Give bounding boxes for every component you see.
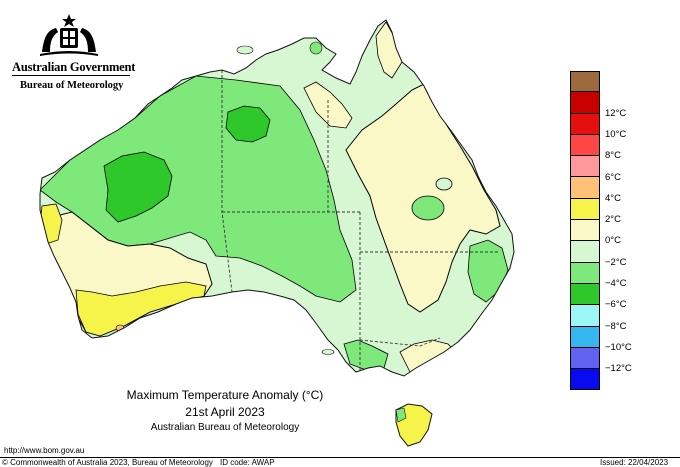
legend-swatch	[570, 134, 600, 157]
legend-swatch	[570, 156, 600, 178]
region-green-blob-east2	[435, 177, 453, 191]
map-source: Australian Bureau of Meteorology	[150, 422, 300, 433]
color-legend	[570, 71, 600, 391]
copyright-text: © Commonwealth of Australia 2023, Bureau…	[2, 458, 213, 467]
footer-divider	[0, 457, 680, 458]
government-title: Australian Government	[12, 60, 136, 74]
legend-swatch	[570, 198, 600, 221]
legend-label: 0°C	[605, 235, 621, 247]
legend-label: −2°C	[605, 256, 627, 268]
map-title: Maximum Temperature Anomaly (°C)	[126, 388, 324, 402]
legend-label: 2°C	[605, 214, 621, 226]
bom-url-link[interactable]: http://www.bom.gov.au	[4, 446, 85, 455]
legend-swatch	[570, 71, 600, 93]
island-groote	[309, 41, 323, 55]
map-date: 21st April 2023	[185, 405, 265, 419]
legend-swatch	[570, 177, 600, 199]
legend-label: 10°C	[605, 128, 627, 140]
legend-swatch	[570, 113, 600, 135]
legend-swatch	[570, 305, 600, 327]
id-code: ID code: AWAP	[220, 458, 275, 467]
legend-label: 12°C	[605, 107, 627, 119]
region-green-southeast	[467, 239, 509, 303]
island-kangaroo	[321, 349, 335, 355]
legend-label: 6°C	[605, 171, 621, 183]
legend-swatch	[570, 220, 600, 242]
legend-label: 4°C	[605, 192, 621, 204]
header-divider	[12, 75, 130, 76]
issued-date: Issued: 22/04/2023	[600, 458, 669, 467]
region-darkgreen-pilbara	[103, 151, 173, 223]
legend-swatch	[570, 369, 600, 391]
legend-label: −12°C	[605, 363, 632, 375]
state-borders	[221, 70, 500, 372]
legend-label: 8°C	[605, 150, 621, 162]
tasmania-green	[395, 407, 407, 423]
legend-swatch	[570, 283, 600, 306]
island-tiwi	[236, 45, 254, 55]
legend-swatch	[570, 241, 600, 263]
region-green-blob-east1	[411, 195, 445, 221]
legend-swatch	[570, 262, 600, 284]
region-green-sa-coast	[343, 339, 389, 371]
coastline	[39, 19, 515, 377]
region-cream-cape-york	[375, 21, 403, 79]
legend-label: −6°C	[605, 299, 627, 311]
legend-swatch	[570, 92, 600, 114]
legend-swatch	[570, 326, 600, 348]
legend-label: −4°C	[605, 278, 627, 289]
legend-label: −8°C	[605, 320, 627, 332]
legend-swatch	[570, 347, 600, 370]
region-darkgreen-north	[225, 105, 271, 143]
bureau-title: Bureau of Meteorology	[20, 80, 124, 91]
region-yellow-southwest	[75, 281, 207, 337]
coat-of-arms-logo	[40, 14, 98, 56]
legend-label: −10°C	[605, 341, 632, 353]
